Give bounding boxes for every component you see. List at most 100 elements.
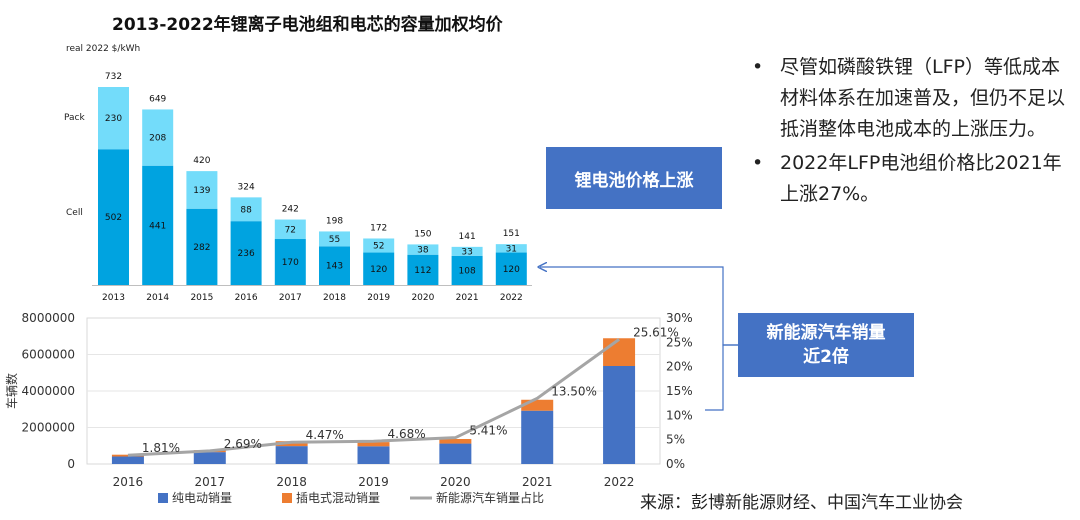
bullet-dot-icon: • <box>752 56 764 78</box>
total-value-label: 324 <box>238 182 255 192</box>
bev-bar <box>439 443 472 464</box>
y-tick-label: 8000000 <box>22 311 75 325</box>
cell-bar <box>98 149 129 285</box>
x-tick-label: 2016 <box>113 475 144 489</box>
bev-bar <box>275 446 308 464</box>
x-tick-label: 2017 <box>279 293 302 303</box>
cell-value-label: 502 <box>105 213 122 223</box>
share-value-label: 25.61% <box>633 325 679 339</box>
x-tick-label: 2018 <box>276 475 307 489</box>
pack-bar <box>407 244 439 255</box>
x-tick-label: 2019 <box>358 475 389 489</box>
cell-bar <box>186 208 218 285</box>
bev-bar <box>521 410 554 464</box>
sales-callout-line2: 近2倍 <box>803 347 849 367</box>
legend-label-phev: 插电式混动销量 <box>296 491 380 505</box>
total-value-label: 172 <box>370 223 387 233</box>
cell-value-label: 108 <box>459 266 476 276</box>
pack-bar <box>451 246 483 256</box>
x-tick-label: 2013 <box>102 293 125 303</box>
cell-value-label: 143 <box>326 262 343 272</box>
chart-title: 2013-2022年锂离子电池组和电芯的容量加权均价 <box>112 15 503 35</box>
pack-value-label: 33 <box>461 247 472 257</box>
legend-swatch-bev <box>158 493 168 503</box>
bullet-item: • 2022年LFP电池组价格比2021年上涨27%。 <box>752 148 1068 210</box>
pack-value-label: 72 <box>285 225 296 235</box>
share-value-label: 13.50% <box>551 384 597 398</box>
y2-tick-label: 20% <box>666 360 693 374</box>
total-value-label: 151 <box>503 229 520 239</box>
cell-bar <box>230 221 262 285</box>
cell-value-label: 112 <box>414 266 431 276</box>
arrow-to-price-chart <box>540 267 738 346</box>
cell-bar <box>451 255 483 285</box>
total-value-label: 242 <box>282 205 299 215</box>
cell-row-label: Cell <box>66 208 83 218</box>
cell-value-label: 120 <box>503 265 520 275</box>
legend-label-bev: 纯电动销量 <box>172 491 232 505</box>
y-tick-label: 6000000 <box>22 348 75 362</box>
x-tick-label: 2020 <box>411 293 434 303</box>
x-tick-label: 2017 <box>195 475 226 489</box>
pack-bar <box>98 87 129 150</box>
share-value-label: 4.47% <box>306 428 344 442</box>
cell-value-label: 441 <box>149 221 166 231</box>
y-tick-label: 2000000 <box>22 421 75 435</box>
cell-value-label: 236 <box>238 249 255 259</box>
x-tick-label: 2014 <box>146 293 169 303</box>
x-tick-label: 2021 <box>456 293 479 303</box>
total-value-label: 649 <box>149 94 166 104</box>
pack-value-label: 38 <box>417 246 429 256</box>
share-value-label: 4.68% <box>388 427 426 441</box>
pack-value-label: 230 <box>105 114 122 124</box>
pack-row-label: Pack <box>64 113 85 123</box>
bullet-dot-icon: • <box>752 152 764 174</box>
pack-bar <box>363 238 395 253</box>
pack-value-label: 208 <box>149 134 166 144</box>
x-tick-label: 2022 <box>604 475 635 489</box>
x-tick-label: 2018 <box>323 293 346 303</box>
pack-value-label: 31 <box>506 244 517 254</box>
cell-bar <box>142 165 174 285</box>
bev-bar <box>111 456 144 464</box>
cell-bar <box>274 239 306 285</box>
cell-value-label: 282 <box>193 243 210 253</box>
pack-value-label: 55 <box>329 235 340 245</box>
pack-value-label: 139 <box>193 186 210 196</box>
legend-label-share: 新能源汽车销量占比 <box>436 490 544 505</box>
cell-value-label: 120 <box>370 265 387 275</box>
legend-swatch-phev <box>282 493 292 503</box>
bev-bar <box>603 365 636 464</box>
total-value-label: 420 <box>193 156 210 166</box>
cell-bar <box>495 252 527 285</box>
bullet-item: • 尽管如磷酸铁锂（LFP）等低成本材料体系在加速普及，但仍不足以抵消整体电池成本… <box>752 52 1068 145</box>
phev-bar <box>111 454 144 457</box>
phev-bar <box>521 399 554 411</box>
sales-callout-line1: 新能源汽车销量 <box>766 323 886 343</box>
pack-bar <box>495 244 527 253</box>
phev-bar <box>603 338 636 366</box>
total-value-label: 141 <box>459 232 476 242</box>
total-value-label: 732 <box>105 72 122 82</box>
bullet-list: • 尽管如磷酸铁锂（LFP）等低成本材料体系在加速普及，但仍不足以抵消整体电池成本… <box>752 52 1068 213</box>
ev-sales-chart: 0 2000000 4000000 6000000 8000000 0% 5% 10% 15% 2… <box>4 311 693 505</box>
pack-bar <box>230 197 262 222</box>
share-value-label: 2.69% <box>224 437 262 451</box>
x-tick-label: 2016 <box>235 293 258 303</box>
battery-price-chart: 502 230 732 2013 441 208 649 2014 282 139 420 2015 2… <box>92 72 532 303</box>
x-tick-label: 2021 <box>522 475 553 489</box>
y2-tick-label: 0% <box>666 457 685 471</box>
y-tick-label: 0 <box>67 457 75 471</box>
phev-bar <box>439 438 472 444</box>
bev-bar <box>193 452 226 464</box>
sales-callout: 新能源汽车销量 近2倍 <box>738 313 914 377</box>
pack-bar <box>142 109 174 166</box>
x-tick-label: 2020 <box>440 475 471 489</box>
y2-tick-label: 15% <box>666 384 693 398</box>
phev-bar <box>357 442 390 447</box>
x-tick-label: 2022 <box>500 293 523 303</box>
y2-tick-label: 10% <box>666 408 693 422</box>
unit-note: real 2022 $/kWh <box>66 44 141 54</box>
cell-bar <box>363 252 395 285</box>
